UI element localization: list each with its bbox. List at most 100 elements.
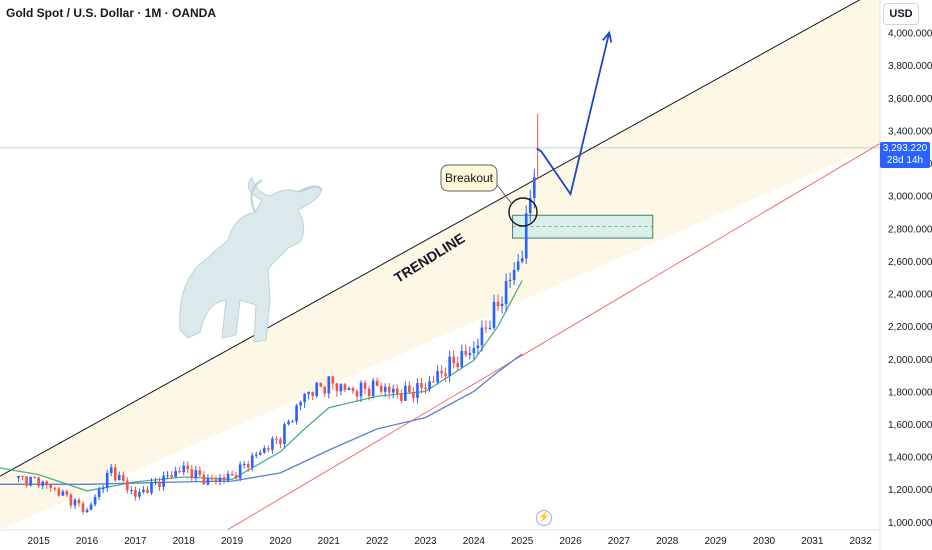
candle-body	[226, 473, 230, 481]
candle-body	[395, 388, 399, 394]
candle-body	[33, 476, 36, 478]
candle-body	[363, 382, 367, 389]
x-tick-label: 2021	[318, 536, 341, 547]
y-tick-label: 2,200.000	[888, 322, 932, 333]
x-tick-label: 2025	[511, 536, 534, 547]
candle-body	[524, 213, 528, 259]
candle-body	[190, 469, 194, 478]
candle-body	[113, 467, 117, 481]
breakout-callout[interactable]	[440, 164, 498, 192]
candle-body	[335, 383, 339, 392]
candle-body	[504, 281, 508, 304]
candle-body	[73, 499, 77, 506]
candle-body	[242, 464, 246, 466]
candle-body	[492, 301, 496, 328]
candle-body	[472, 348, 476, 354]
candle-body	[138, 491, 141, 497]
x-tick-label: 2029	[704, 536, 727, 547]
candle-body	[283, 424, 286, 444]
candle-body	[57, 488, 61, 496]
candle-body	[134, 489, 137, 497]
candle-body	[146, 489, 149, 494]
breakout-zone	[512, 214, 654, 239]
callout-pointer	[496, 184, 513, 205]
candle-body	[311, 392, 314, 397]
y-tick-label: 3,400.000	[888, 126, 932, 137]
candle-body	[121, 475, 125, 481]
candle-body	[37, 477, 40, 486]
candle-body	[379, 385, 383, 392]
candle-body	[484, 327, 488, 329]
candle-body	[246, 464, 250, 468]
candle-body	[464, 350, 468, 355]
candle-body	[267, 448, 270, 450]
candle-body	[170, 475, 173, 478]
candle-body	[331, 376, 335, 384]
candle-body	[222, 477, 226, 481]
candle-body	[93, 496, 97, 505]
candle-body	[315, 382, 319, 397]
candle-body	[254, 454, 258, 456]
last-price-tag: 3,293.220 28d 14h	[880, 142, 930, 168]
candle-body	[468, 353, 472, 355]
support-zone	[512, 214, 654, 239]
lower-channel-line	[227, 143, 881, 531]
candle-body	[230, 473, 234, 476]
candle-body	[69, 494, 73, 506]
currency-button[interactable]: USD	[883, 3, 919, 25]
candle-body	[287, 421, 290, 425]
lightning-icon[interactable]: ⚡	[536, 510, 552, 526]
x-tick-label: 2024	[463, 536, 486, 547]
y-tick-label: 2,800.000	[888, 224, 932, 235]
candle-body	[210, 478, 214, 480]
candle-body	[391, 388, 395, 393]
candle-body	[319, 382, 323, 387]
symbol-title: Gold Spot / U.S. Dollar · 1M · OANDA	[6, 6, 216, 20]
candle-body	[206, 478, 210, 485]
candle-body	[387, 386, 391, 393]
candle-body	[105, 472, 109, 488]
x-tick-label: 2015	[28, 536, 51, 547]
x-tick-label: 2028	[656, 536, 679, 547]
candle-body	[408, 385, 411, 393]
last-price-value: 3,293.220	[882, 143, 928, 154]
candle-body	[61, 491, 65, 496]
candle-body	[339, 384, 343, 392]
x-tick-label: 2022	[366, 536, 389, 547]
candle-body	[158, 481, 161, 487]
candle-body	[359, 382, 363, 397]
candle-body	[275, 438, 278, 440]
channel-fill	[0, 0, 880, 530]
y-tick-label: 1,600.000	[888, 420, 932, 431]
x-tick-label: 2023	[414, 536, 437, 547]
candle-body	[500, 303, 504, 307]
candle-body	[21, 475, 24, 477]
x-tick-label: 2018	[173, 536, 196, 547]
candle-body	[89, 504, 93, 510]
candles	[17, 114, 539, 515]
candle-body	[25, 476, 28, 486]
candle-body	[279, 439, 282, 444]
candle-body	[496, 301, 500, 307]
candle-body	[45, 481, 49, 485]
candle-body	[17, 475, 20, 478]
candle-body	[428, 381, 431, 390]
y-tick-label: 1,000.000	[888, 518, 932, 529]
candle-body	[263, 448, 266, 453]
candle-body	[448, 356, 451, 376]
candle-body	[166, 475, 169, 477]
x-tick-label: 2017	[124, 536, 147, 547]
candle-body	[162, 475, 165, 487]
x-tick-label: 2016	[76, 536, 99, 547]
candle-body	[404, 385, 407, 401]
candle-body	[355, 391, 359, 397]
candle-body	[81, 503, 85, 512]
trendline	[0, 0, 861, 477]
candle-body	[214, 479, 218, 481]
candle-body	[218, 477, 222, 481]
projection-path	[536, 32, 611, 197]
candle-body	[444, 373, 447, 376]
candle-body	[117, 475, 121, 481]
